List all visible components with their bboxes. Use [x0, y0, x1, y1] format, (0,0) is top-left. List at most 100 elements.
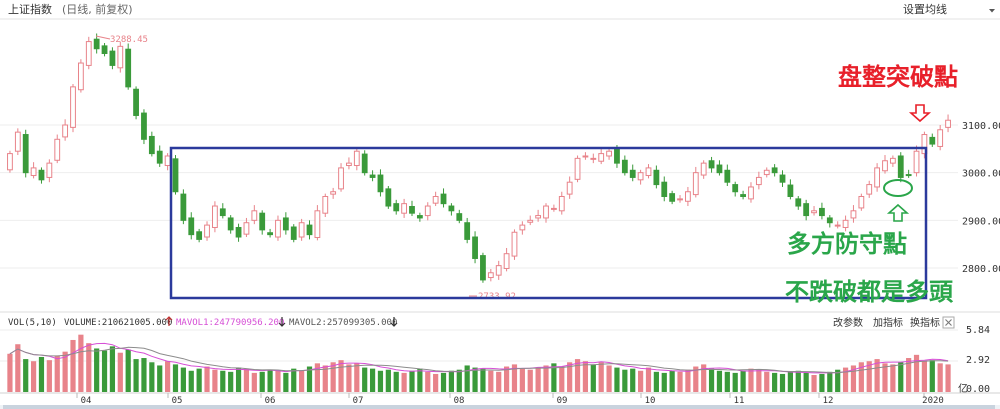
volume-bar: [346, 364, 352, 392]
close-icon-frame[interactable]: [942, 316, 955, 329]
volume-bar: [693, 366, 699, 392]
volume-bar: [369, 368, 376, 392]
candle-body: [235, 226, 242, 238]
candle-body: [511, 231, 518, 257]
candle-body: [267, 232, 273, 236]
candle-body: [416, 215, 423, 219]
volume-bar: [488, 370, 494, 392]
close-icon[interactable]: [942, 316, 955, 329]
volume-bar: [929, 360, 935, 392]
volume-bar: [23, 359, 29, 392]
support-note: 多方防守點: [787, 230, 907, 258]
candle-body: [495, 265, 502, 276]
volume-bar: [795, 370, 801, 392]
volume-bar: [109, 346, 116, 392]
volume-bar: [614, 367, 620, 392]
volume-bar: [180, 367, 186, 392]
candle-body: [196, 231, 203, 240]
volume-bar: [511, 364, 518, 392]
candle-body: [566, 181, 573, 195]
x-axis: 04 05 06 07 08 09 10 11 12 2020: [76, 393, 944, 406]
volume-bar: [653, 371, 659, 392]
price-tick-label: 3000.00: [962, 169, 1000, 180]
candle-body: [472, 236, 478, 259]
close-icon-cross[interactable]: [945, 319, 952, 326]
volume-bar: [464, 365, 470, 392]
candle-body: [77, 62, 84, 91]
candle-body: [700, 162, 707, 176]
vol-tick-mid: 2.92: [966, 355, 990, 366]
chevron-down-icon[interactable]: [989, 9, 995, 13]
candle-body: [251, 210, 258, 221]
breakout-note: 盘整突破點: [838, 63, 958, 91]
volume-bar: [606, 365, 612, 392]
edit-params-button[interactable]: 改参数: [833, 316, 863, 329]
candle-body: [574, 157, 581, 180]
volume-bar: [385, 369, 391, 392]
volume-bar: [480, 368, 486, 392]
candle-body: [14, 131, 21, 152]
volume-bar: [275, 370, 281, 392]
volume-bar: [165, 361, 171, 392]
volume-bar: [86, 343, 92, 392]
volume-bar: [401, 372, 407, 392]
candle-body: [708, 160, 715, 169]
candle-body: [22, 134, 29, 174]
candle-body: [913, 150, 920, 174]
candle-body: [180, 193, 187, 221]
candle-body: [732, 184, 739, 193]
candle-body: [637, 172, 644, 181]
volume-bar: [724, 371, 730, 392]
volume-bar: [243, 368, 250, 392]
vol-value: VOLUME:210621005.000: [64, 318, 172, 328]
candle-body: [771, 167, 778, 174]
arrow-down-icon-head: [278, 322, 286, 327]
ma-settings-button[interactable]: 设置均线: [903, 2, 947, 16]
x-tick-label: 08: [454, 396, 465, 406]
volume-bar: [38, 356, 45, 392]
volume-bar: [772, 372, 778, 392]
volume-bar: [78, 334, 84, 392]
price-axis: 3100.00 3000.00 2900.00 2800.00: [962, 121, 1000, 275]
candle-body: [724, 169, 731, 183]
consolidation-box: [169, 146, 928, 300]
volume-bar: [299, 370, 305, 392]
volume-bar: [764, 371, 770, 392]
candle-body: [677, 198, 683, 201]
volume-bar: [740, 370, 746, 392]
x-tick-label: 2020: [922, 396, 944, 406]
candle-body: [606, 150, 612, 157]
candle-body: [148, 135, 155, 155]
candle-body: [109, 50, 116, 66]
volume-bar: [220, 370, 226, 392]
candle-body: [448, 205, 455, 212]
change-indicator-button[interactable]: 换指标: [910, 316, 940, 329]
volume-bar: [101, 350, 108, 392]
candle-body: [401, 203, 408, 214]
volume-bar: [827, 371, 833, 392]
candle-body: [101, 45, 108, 54]
add-indicator-button[interactable]: 加指标: [873, 316, 903, 329]
volume-bar: [117, 352, 123, 392]
volume-bar: [677, 371, 683, 392]
volume-bar: [377, 370, 384, 392]
x-tick-label: 12: [823, 396, 834, 406]
candle-body: [503, 253, 510, 269]
volume-bar: [409, 370, 415, 392]
candle-body: [740, 194, 746, 198]
volume-bar: [228, 371, 234, 392]
support-circle: [883, 179, 913, 197]
candle-body: [779, 174, 786, 183]
candle-body: [282, 217, 289, 231]
scrollbar-thumb[interactable]: [3, 405, 995, 409]
candle-body: [661, 181, 668, 197]
volume-bar: [598, 362, 604, 392]
candle-body: [93, 38, 100, 50]
vol-tick-top: 5.84: [966, 325, 990, 336]
candle-body: [929, 136, 936, 145]
candle-body: [432, 196, 439, 204]
candle-body: [330, 191, 337, 195]
candle-body: [716, 164, 723, 174]
candle-body: [558, 196, 565, 212]
volume-bar: [393, 371, 399, 392]
